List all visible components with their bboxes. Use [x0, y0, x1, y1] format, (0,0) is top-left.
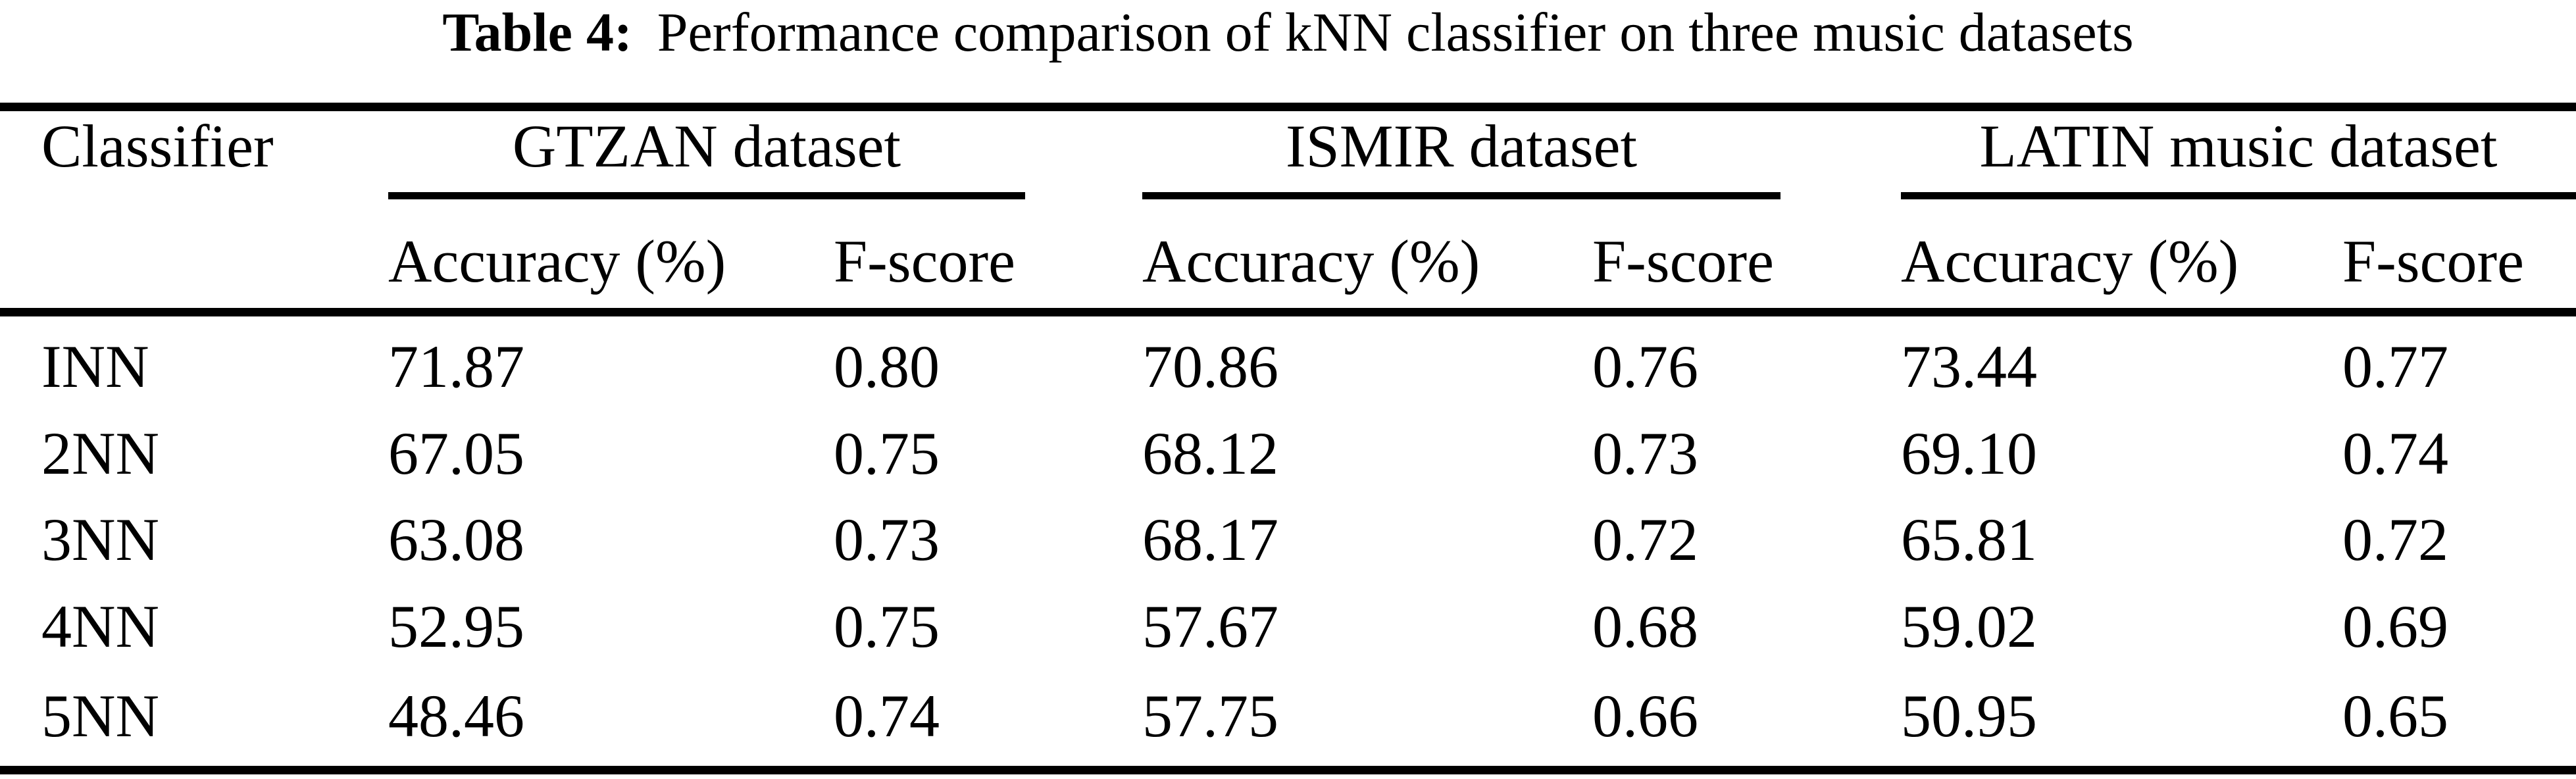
table-caption-text: Performance comparison of kNN classifier…	[657, 2, 2134, 63]
table-cell: 0.75	[834, 593, 940, 660]
table-cell: 48.46	[388, 682, 524, 749]
table-cell: 52.95	[388, 593, 524, 660]
ismir-group-rule	[1142, 192, 1780, 199]
row-classifier-label: INN	[41, 333, 149, 400]
table-cell: 65.81	[1901, 506, 2037, 573]
table-cell: 67.05	[388, 420, 524, 487]
table-cell: 0.73	[1592, 420, 1698, 487]
table-cell: 71.87	[388, 333, 524, 400]
table-cell: 0.68	[1592, 593, 1698, 660]
table-cell: 50.95	[1901, 682, 2037, 749]
table-cell: 59.02	[1901, 593, 2037, 660]
group-header-ismir: ISMIR dataset	[1285, 113, 1638, 180]
table-header-rule	[0, 308, 2576, 316]
table-cell: 57.75	[1142, 682, 1278, 749]
row-classifier-label: 3NN	[41, 506, 159, 573]
subheader-ismir-accuracy: Accuracy (%)	[1142, 228, 1480, 295]
row-classifier-label: 5NN	[41, 682, 159, 749]
table-cell: 0.66	[1592, 682, 1698, 749]
group-header-latin: LATIN music dataset	[1979, 113, 2498, 180]
table-caption: Table 4: Performance comparison of kNN cl…	[0, 0, 2576, 66]
table-cell: 0.69	[2342, 593, 2448, 660]
row-classifier-label: 2NN	[41, 420, 159, 487]
table-cell: 0.80	[834, 333, 940, 400]
row-classifier-label: 4NN	[41, 593, 159, 660]
table-cell: 70.86	[1142, 333, 1278, 400]
table-cell: 0.74	[834, 682, 940, 749]
table-bottom-rule	[0, 766, 2576, 774]
table-cell: 73.44	[1901, 333, 2037, 400]
table-top-rule	[0, 103, 2576, 111]
subheader-gtzan-accuracy: Accuracy (%)	[388, 228, 726, 295]
table-cell: 69.10	[1901, 420, 2037, 487]
table-cell: 0.72	[1592, 506, 1698, 573]
group-header-gtzan: GTZAN dataset	[512, 113, 901, 180]
latin-group-rule	[1901, 192, 2576, 199]
table-cell: 63.08	[388, 506, 524, 573]
table-cell: 0.74	[2342, 420, 2448, 487]
table-cell: 0.76	[1592, 333, 1698, 400]
table-cell: 0.73	[834, 506, 940, 573]
subheader-gtzan-fscore: F-score	[834, 228, 1015, 295]
subheader-latin-fscore: F-score	[2342, 228, 2524, 295]
gtzan-group-rule	[388, 192, 1025, 199]
subheader-ismir-fscore: F-score	[1592, 228, 1774, 295]
table-cell: 0.65	[2342, 682, 2448, 749]
table-caption-label: Table 4:	[442, 2, 632, 63]
table-cell: 0.72	[2342, 506, 2448, 573]
table-cell: 68.12	[1142, 420, 1278, 487]
table-cell: 68.17	[1142, 506, 1278, 573]
table-cell: 0.75	[834, 420, 940, 487]
subheader-latin-accuracy: Accuracy (%)	[1901, 228, 2239, 295]
table-cell: 0.77	[2342, 333, 2448, 400]
table-cell: 57.67	[1142, 593, 1278, 660]
column-header-classifier: Classifier	[41, 113, 274, 180]
